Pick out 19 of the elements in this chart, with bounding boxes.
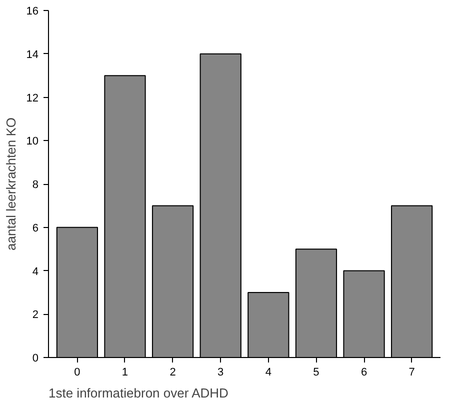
x-axis-title: 1ste informatiebron over ADHD: [48, 386, 228, 400]
x-tick-label: 1: [122, 366, 128, 378]
x-tick-label: 6: [360, 366, 368, 378]
y-tick-label: 12: [26, 92, 39, 104]
y-tick-label: 10: [26, 136, 39, 148]
y-tick-label: 6: [32, 222, 39, 234]
x-tick-label: 3: [218, 366, 224, 378]
y-tick-label: 8: [32, 179, 39, 191]
y-axis-title: aantal leerkrachten KO: [3, 118, 18, 250]
x-tick-label: 2: [170, 366, 176, 378]
y-tick-label: 2: [32, 309, 39, 322]
y-tick-label: 14: [26, 48, 39, 61]
y-tick-label: 16: [26, 6, 39, 18]
x-tick-label: 5: [313, 366, 320, 378]
x-tick-label: 7: [408, 366, 415, 378]
y-tick-label: 0: [32, 352, 39, 364]
x-tick-label: 0: [74, 366, 80, 378]
y-tick-label: 4: [32, 266, 39, 278]
x-tick-label: 4: [265, 366, 272, 378]
